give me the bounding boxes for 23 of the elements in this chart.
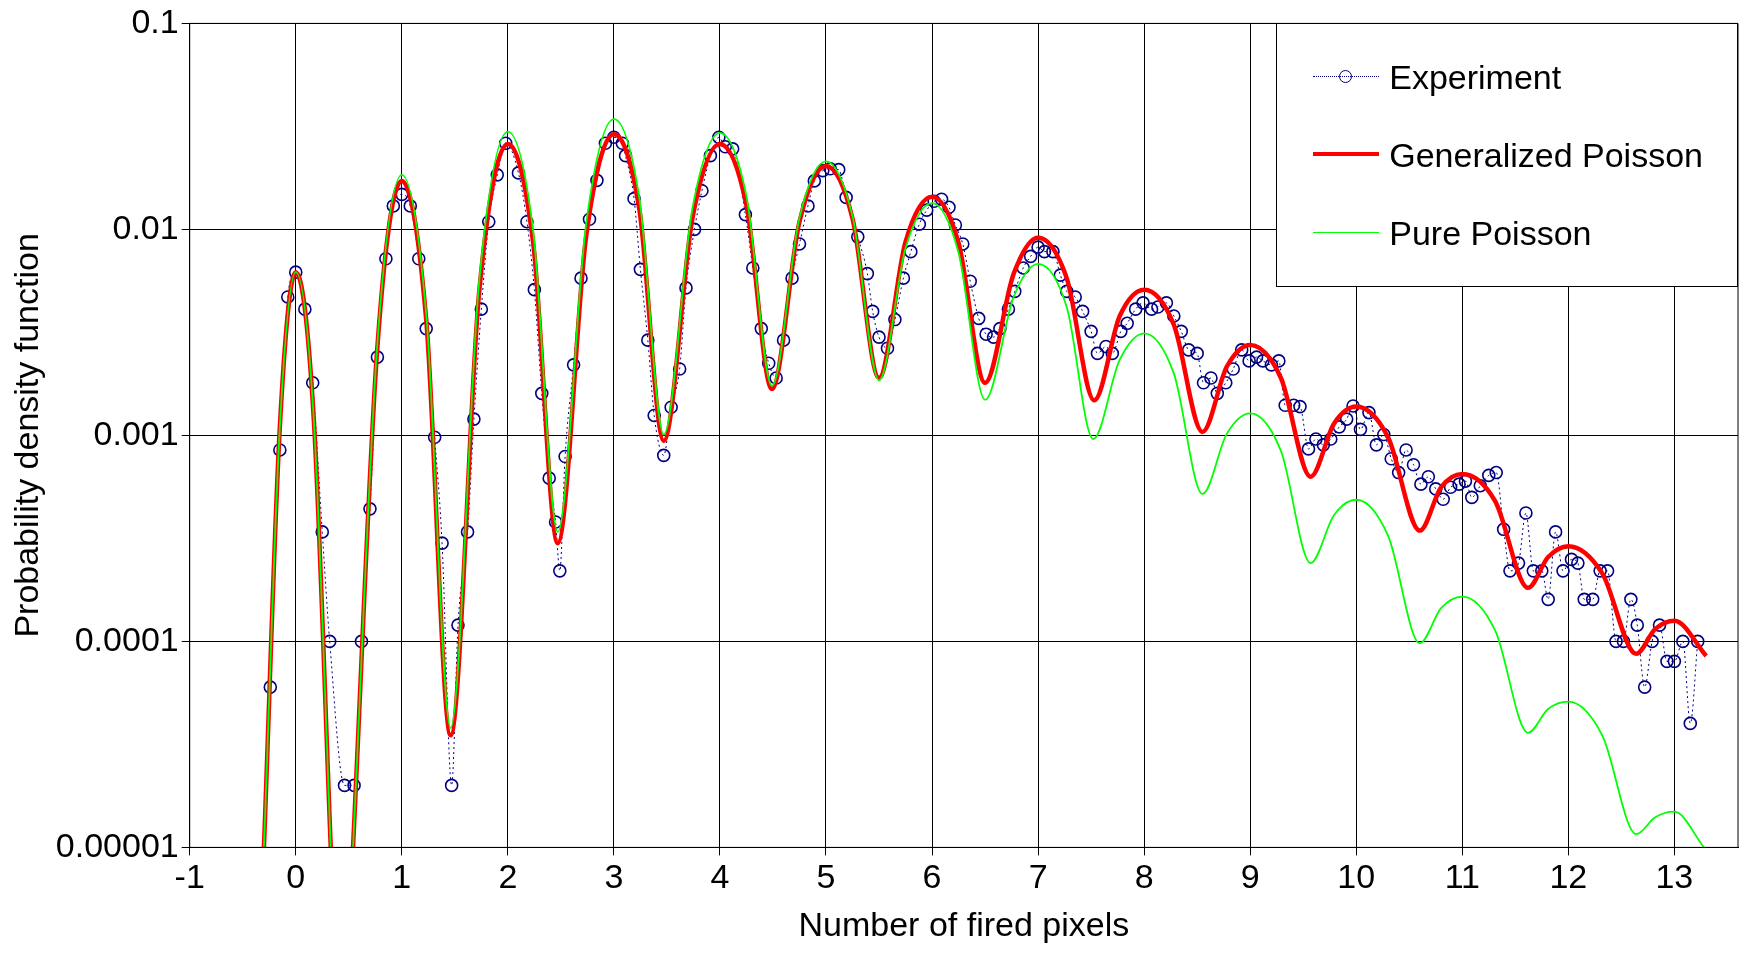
x-tick-label: 0 — [286, 857, 306, 896]
x-tick-label: 12 — [1549, 857, 1588, 896]
x-tick-label: 2 — [498, 857, 518, 896]
legend-label: Experiment — [1389, 57, 1562, 97]
y-tick-label: 0.01 — [112, 207, 179, 246]
x-tick-label: 13 — [1655, 857, 1694, 896]
x-tick-label: 4 — [710, 857, 730, 896]
legend-label: Pure Poisson — [1389, 213, 1592, 253]
y-tick-label: 0.1 — [131, 1, 179, 40]
x-tick-label: 8 — [1134, 857, 1154, 896]
x-tick-label: 10 — [1337, 857, 1376, 896]
y-tick-label: 0.0001 — [74, 619, 179, 658]
x-tick-label: 6 — [922, 857, 942, 896]
y-tick-label: 0.001 — [93, 413, 179, 452]
y-axis-title: Probability density function — [6, 233, 45, 638]
x-tick-label: 7 — [1028, 857, 1048, 896]
x-tick-label: 3 — [604, 857, 624, 896]
x-axis-title: Number of fired pixels — [798, 904, 1130, 943]
x-tick-label: 9 — [1240, 857, 1260, 896]
x-tick-label: 11 — [1444, 857, 1480, 896]
legend-label: Generalized Poisson — [1389, 135, 1703, 175]
x-tick-label: 5 — [816, 857, 836, 896]
x-tick-label: 1 — [392, 857, 412, 896]
